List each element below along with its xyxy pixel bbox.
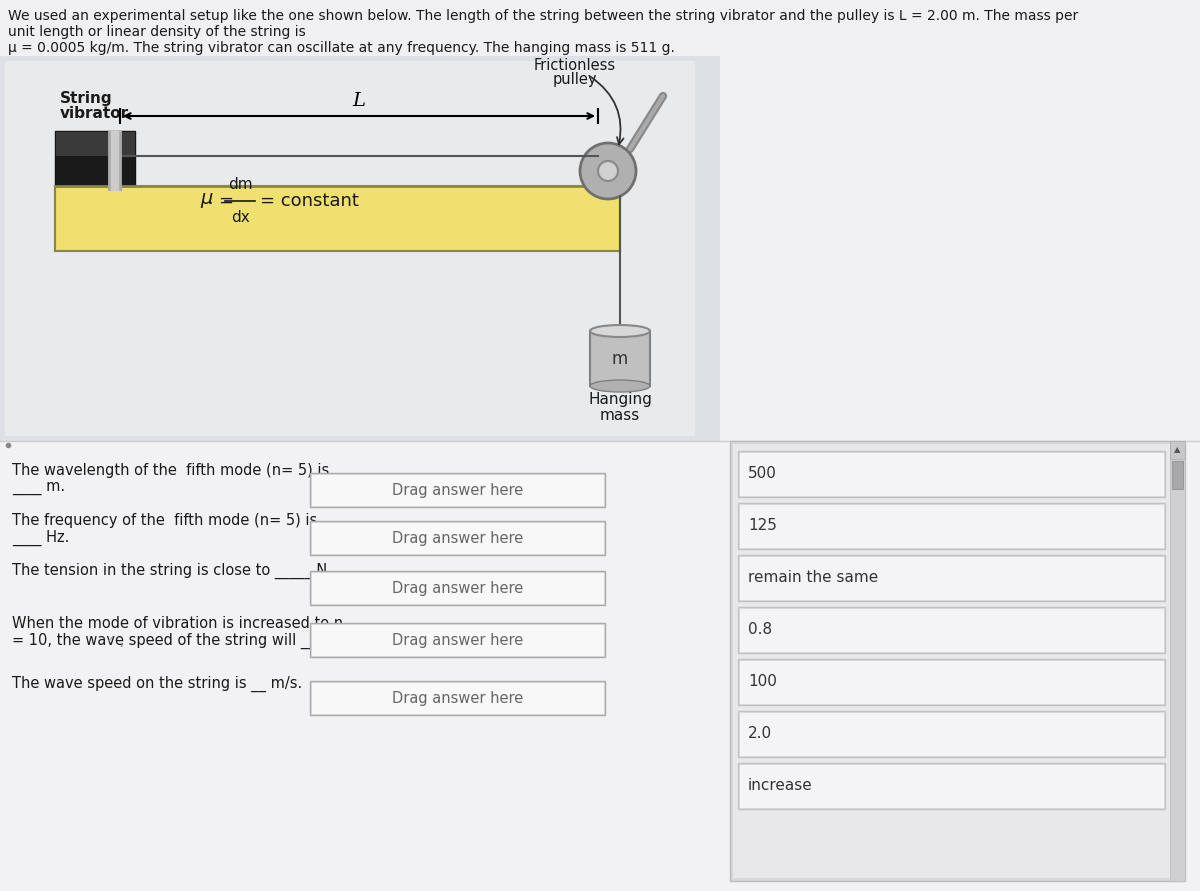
Text: Drag answer here: Drag answer here <box>392 691 523 706</box>
Ellipse shape <box>590 325 650 337</box>
Text: L: L <box>353 92 366 110</box>
FancyArrowPatch shape <box>590 77 624 144</box>
Text: We used an experimental setup like the one shown below. The length of the string: We used an experimental setup like the o… <box>8 9 1079 23</box>
Text: ✓: ✓ <box>106 635 114 645</box>
Bar <box>733 444 1170 878</box>
Text: Drag answer here: Drag answer here <box>392 530 523 545</box>
Text: String: String <box>60 91 113 106</box>
Bar <box>738 659 1165 705</box>
Bar <box>310 571 605 605</box>
Bar <box>739 608 1164 652</box>
Bar <box>739 452 1164 496</box>
Circle shape <box>580 143 636 199</box>
Text: Drag answer here: Drag answer here <box>392 581 523 595</box>
Circle shape <box>598 161 618 181</box>
Text: Hanging: Hanging <box>588 392 652 407</box>
Bar <box>739 764 1164 808</box>
Text: unit length or linear density of the string is: unit length or linear density of the str… <box>8 25 306 39</box>
Bar <box>311 682 604 714</box>
Text: The wavelength of the  fifth mode (n= 5) is: The wavelength of the fifth mode (n= 5) … <box>12 463 329 478</box>
Text: μ = 0.0005 kg/m. The string vibrator can oscillate at any frequency. The hanging: μ = 0.0005 kg/m. The string vibrator can… <box>8 41 674 55</box>
Bar <box>0 56 720 441</box>
Text: 2.0: 2.0 <box>748 726 772 741</box>
Bar <box>5 61 695 436</box>
Bar <box>310 521 605 555</box>
Ellipse shape <box>590 380 650 392</box>
Text: ▲: ▲ <box>1175 446 1181 454</box>
Bar <box>1172 461 1183 489</box>
Text: m: m <box>612 349 628 367</box>
Bar <box>739 712 1164 756</box>
Bar <box>311 624 604 656</box>
Text: =: = <box>218 192 233 210</box>
Text: The frequency of the  fifth mode (n= 5) is: The frequency of the fifth mode (n= 5) i… <box>12 513 317 528</box>
Bar <box>738 451 1165 497</box>
Bar <box>738 555 1165 601</box>
Text: ____ m.: ____ m. <box>12 480 65 495</box>
Text: 500: 500 <box>748 467 776 481</box>
Bar <box>310 681 605 715</box>
Text: vibrator: vibrator <box>60 106 130 121</box>
Text: .: . <box>118 633 124 651</box>
Bar <box>738 711 1165 757</box>
Bar <box>739 556 1164 600</box>
Bar <box>739 504 1164 548</box>
Bar <box>730 441 1186 881</box>
Bar <box>1170 441 1186 459</box>
Text: pulley: pulley <box>553 72 598 87</box>
Bar <box>738 503 1165 549</box>
Text: The wave speed on the string is __ m/s.: The wave speed on the string is __ m/s. <box>12 676 302 692</box>
Text: 100: 100 <box>748 674 776 690</box>
Text: = constant: = constant <box>260 192 359 210</box>
Bar <box>311 474 604 506</box>
Bar <box>310 473 605 507</box>
Bar <box>55 131 134 186</box>
Bar <box>55 186 620 251</box>
Text: increase: increase <box>748 779 812 794</box>
Text: Drag answer here: Drag answer here <box>392 483 523 497</box>
Bar <box>590 331 650 386</box>
Text: = 10, the wave speed of the string will ___.: = 10, the wave speed of the string will … <box>12 633 328 650</box>
Text: $\mu$: $\mu$ <box>200 192 214 210</box>
Text: 125: 125 <box>748 519 776 534</box>
Text: The tension in the string is close to _____ N.: The tension in the string is close to __… <box>12 563 332 579</box>
Text: When the mode of vibration is increased to n: When the mode of vibration is increased … <box>12 616 343 631</box>
Text: mass: mass <box>600 408 640 423</box>
Text: 0.8: 0.8 <box>748 623 772 637</box>
Bar <box>738 607 1165 653</box>
Text: ____ Hz.: ____ Hz. <box>12 530 70 546</box>
Bar <box>311 522 604 554</box>
Text: Drag answer here: Drag answer here <box>392 633 523 648</box>
Bar <box>311 572 604 604</box>
Text: remain the same: remain the same <box>748 570 878 585</box>
Bar <box>739 660 1164 704</box>
Bar <box>310 623 605 657</box>
Text: dx: dx <box>230 210 250 225</box>
Text: Frictionless: Frictionless <box>534 58 616 73</box>
Bar <box>55 131 134 156</box>
Bar <box>1170 441 1186 881</box>
Bar <box>738 763 1165 809</box>
Text: dm: dm <box>228 177 252 192</box>
Bar <box>0 441 1200 891</box>
